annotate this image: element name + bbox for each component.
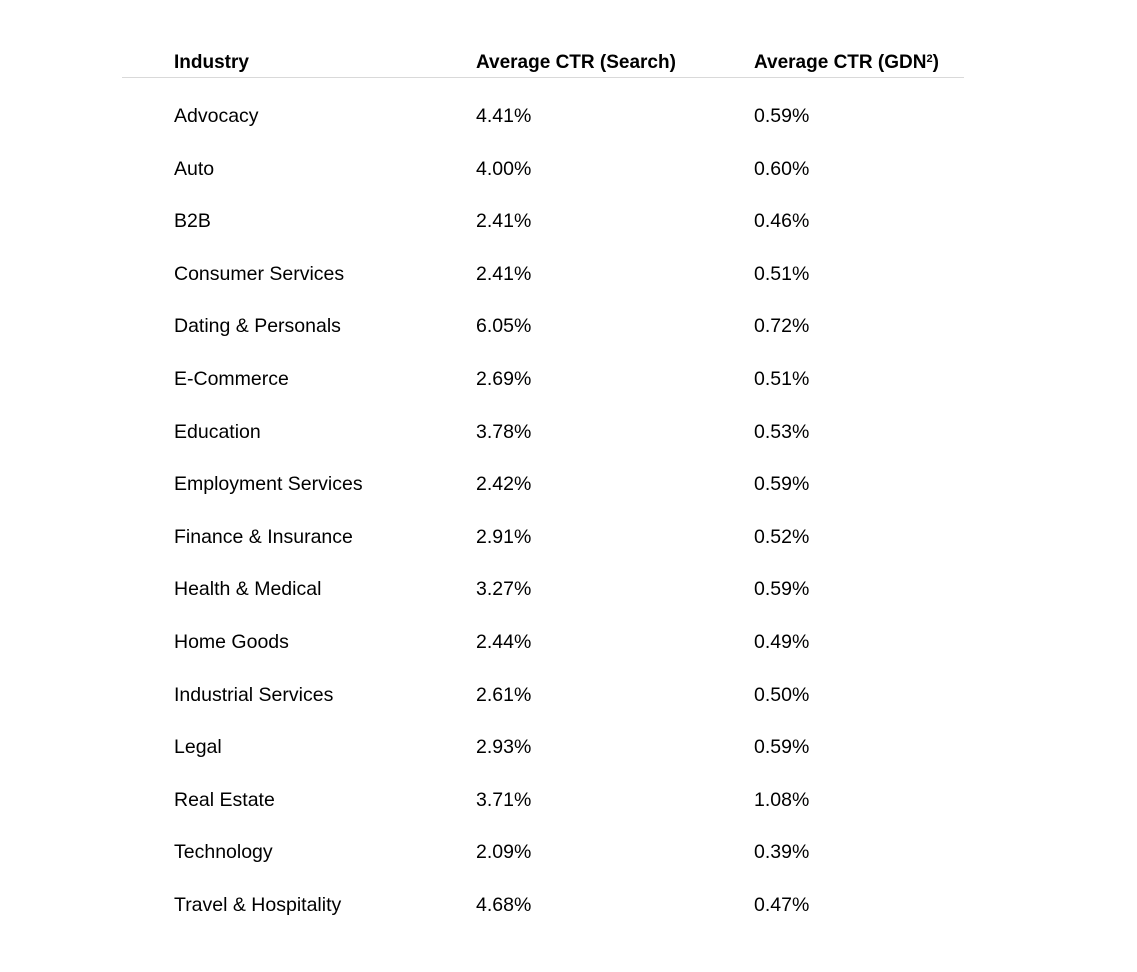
cell-industry: Legal [174, 736, 222, 759]
cell-ctr-search: 4.68% [476, 893, 532, 916]
cell-ctr-search: 3.78% [476, 420, 532, 443]
header-industry: Industry [174, 52, 249, 73]
table-row: Finance & Insurance 2.91% 0.52% [122, 499, 964, 552]
header-ctr-gdn-superscript: 2 [926, 53, 933, 65]
cell-ctr-search: 3.71% [476, 788, 532, 811]
table-row: Consumer Services 2.41% 0.51% [122, 236, 964, 289]
cell-industry: B2B [174, 210, 211, 233]
cell-ctr-gdn: 0.59% [754, 473, 810, 496]
cell-ctr-gdn: 0.59% [754, 105, 810, 127]
cell-ctr-gdn: 0.51% [754, 367, 810, 390]
cell-ctr-gdn: 0.51% [754, 262, 810, 285]
cell-ctr-search: 2.93% [476, 736, 532, 759]
cell-ctr-search: 2.44% [476, 630, 532, 653]
cell-ctr-gdn: 0.53% [754, 420, 810, 443]
table-row: Advocacy 4.41% 0.59% [122, 78, 964, 131]
table-row: Real Estate 3.71% 1.08% [122, 762, 964, 815]
cell-industry: Finance & Insurance [174, 525, 353, 548]
cell-industry: Technology [174, 841, 273, 864]
table-body: Advocacy 4.41% 0.59% Auto 4.00% 0.60% B2B 2.41%… [122, 78, 964, 920]
cell-industry: Health & Medical [174, 578, 322, 601]
table-row: E-Commerce 2.69% 0.51% [122, 341, 964, 394]
cell-ctr-gdn: 0.39% [754, 841, 810, 864]
cell-industry: Consumer Services [174, 262, 345, 285]
cell-industry: Employment Services [174, 473, 363, 496]
table-row: Technology 2.09% 0.39% [122, 814, 964, 867]
cell-ctr-search: 4.41% [476, 105, 532, 127]
cell-ctr-search: 2.09% [476, 841, 532, 864]
table-row: Employment Services 2.42% 0.59% [122, 446, 964, 499]
table-row: Travel & Hospitality 4.68% 0.47% [122, 867, 964, 920]
cell-ctr-gdn: 0.59% [754, 736, 810, 759]
table-header-row: Industry Average CTR (Search) Average CT… [122, 40, 964, 78]
cell-ctr-gdn: 0.60% [754, 157, 810, 180]
ctr-table: Industry Average CTR (Search) Average CT… [122, 40, 964, 920]
cell-ctr-search: 2.41% [476, 210, 532, 233]
cell-industry: Education [174, 420, 261, 443]
header-ctr-gdn-prefix: Average CTR (GDN [754, 52, 927, 73]
cell-ctr-search: 2.61% [476, 683, 532, 706]
cell-ctr-gdn: 0.50% [754, 683, 810, 706]
table-row: B2B 2.41% 0.46% [122, 183, 964, 236]
cell-industry: Home Goods [174, 630, 289, 653]
table-row: Legal 2.93% 0.59% [122, 709, 964, 762]
cell-industry: Real Estate [174, 788, 275, 811]
table-row: Auto 4.00% 0.60% [122, 131, 964, 184]
table-row: Home Goods 2.44% 0.49% [122, 604, 964, 657]
header-ctr-gdn: Average CTR (GDN2) [754, 52, 939, 74]
cell-ctr-gdn: 0.52% [754, 525, 810, 548]
table-row: Education 3.78% 0.53% [122, 394, 964, 447]
cell-ctr-search: 2.42% [476, 473, 532, 496]
cell-ctr-search: 3.27% [476, 578, 532, 601]
header-ctr-gdn-suffix: ) [932, 52, 939, 73]
cell-industry: Advocacy [174, 105, 259, 127]
cell-ctr-search: 2.91% [476, 525, 532, 548]
cell-ctr-search: 6.05% [476, 315, 532, 338]
cell-ctr-gdn: 0.46% [754, 210, 810, 233]
cell-ctr-gdn: 0.72% [754, 315, 810, 338]
cell-ctr-gdn: 0.47% [754, 893, 810, 916]
table-row: Dating & Personals 6.05% 0.72% [122, 288, 964, 341]
cell-industry: Dating & Personals [174, 315, 341, 338]
cell-ctr-gdn: 0.59% [754, 578, 810, 601]
table-row: Industrial Services 2.61% 0.50% [122, 657, 964, 710]
cell-industry: E-Commerce [174, 367, 289, 390]
cell-ctr-search: 2.69% [476, 367, 532, 390]
table-row: Health & Medical 3.27% 0.59% [122, 551, 964, 604]
cell-industry: Travel & Hospitality [174, 893, 342, 916]
cell-industry: Industrial Services [174, 683, 334, 706]
cell-industry: Auto [174, 157, 215, 180]
cell-ctr-search: 2.41% [476, 262, 532, 285]
cell-ctr-gdn: 0.49% [754, 630, 810, 653]
cell-ctr-search: 4.00% [476, 157, 532, 180]
cell-ctr-gdn: 1.08% [754, 788, 810, 811]
header-ctr-search: Average CTR (Search) [476, 52, 676, 73]
